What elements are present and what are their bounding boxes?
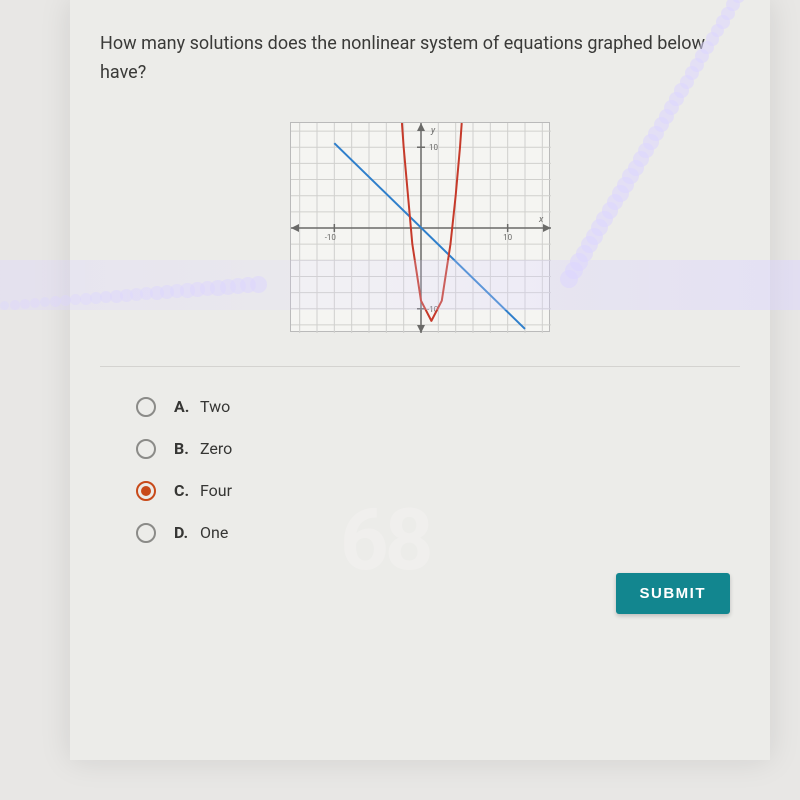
option-label: Two xyxy=(200,397,230,416)
svg-text:10: 10 xyxy=(429,143,438,152)
divider xyxy=(100,366,740,367)
watermark: 68 xyxy=(340,490,430,590)
radio-icon[interactable] xyxy=(136,439,156,459)
option-letter: B. xyxy=(174,439,200,458)
option-two[interactable]: A.Two xyxy=(136,397,740,417)
option-letter: D. xyxy=(174,523,200,542)
svg-text:10: 10 xyxy=(503,233,512,242)
question-text: How many solutions does the nonlinear sy… xyxy=(100,30,740,88)
option-four[interactable]: C.Four xyxy=(136,481,740,501)
svg-text:y: y xyxy=(430,126,436,136)
option-zero[interactable]: B.Zero xyxy=(136,439,740,459)
option-letter: C. xyxy=(174,481,200,500)
radio-icon[interactable] xyxy=(136,523,156,543)
graph-svg: -101010-10yx xyxy=(291,123,551,333)
radio-icon[interactable] xyxy=(136,397,156,417)
svg-text:x: x xyxy=(538,215,544,225)
option-label: Four xyxy=(200,481,232,500)
option-label: One xyxy=(200,523,228,542)
graph-container: -101010-10yx xyxy=(100,112,740,362)
option-label: Zero xyxy=(200,439,232,458)
option-letter: A. xyxy=(174,397,200,416)
svg-text:-10: -10 xyxy=(325,233,337,242)
option-one[interactable]: D.One xyxy=(136,523,740,543)
answer-options: A.Two B.Zero C.Four D.One xyxy=(136,397,740,543)
graph-box: -101010-10yx xyxy=(290,122,550,332)
radio-icon[interactable] xyxy=(136,481,156,501)
question-card: How many solutions does the nonlinear sy… xyxy=(70,0,770,760)
submit-button[interactable]: SUBMIT xyxy=(616,573,731,614)
